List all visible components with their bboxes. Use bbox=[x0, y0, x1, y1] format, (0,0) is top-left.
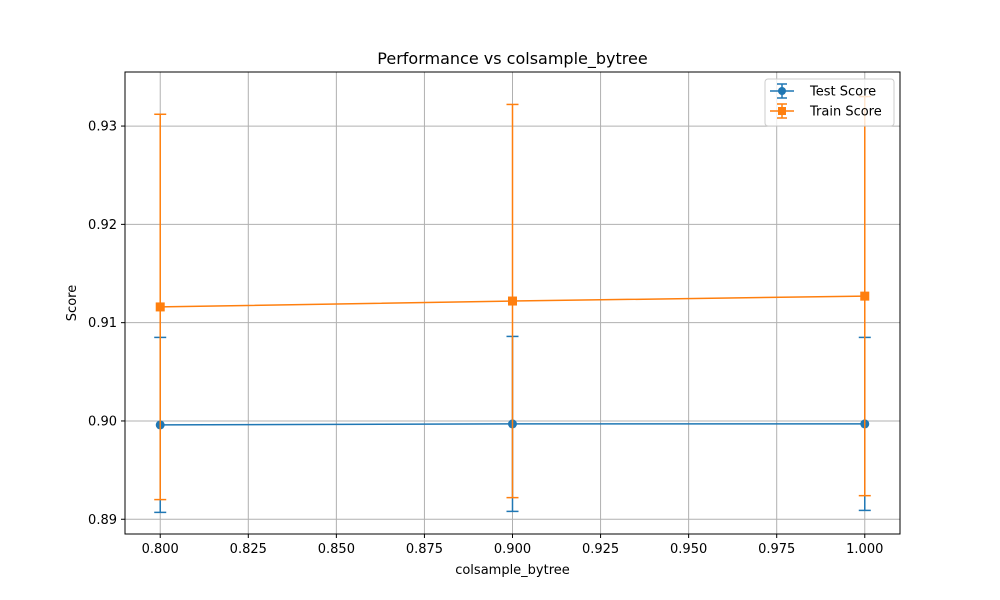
series-train-score bbox=[154, 95, 871, 501]
chart-title: Performance vs colsample_bytree bbox=[377, 49, 647, 69]
legend: Test Score Train Score bbox=[764, 78, 895, 127]
legend-frame bbox=[764, 78, 895, 127]
y-tick-label: 0.89 bbox=[88, 513, 117, 528]
y-tick-label: 0.91 bbox=[88, 316, 117, 331]
legend-marker bbox=[778, 87, 786, 95]
y-tick-label: 0.90 bbox=[88, 414, 117, 429]
data-point bbox=[508, 296, 517, 306]
y-tick-label: 0.92 bbox=[88, 218, 117, 233]
x-tick-label: 0.975 bbox=[758, 542, 795, 557]
x-tick-label: 0.800 bbox=[142, 542, 179, 557]
legend-marker bbox=[778, 107, 786, 115]
y-axis-ticks: 0.89 0.90 0.91 0.92 0.93 bbox=[88, 120, 125, 528]
plot-series bbox=[154, 95, 871, 514]
data-point bbox=[155, 302, 165, 312]
x-tick-label: 0.825 bbox=[230, 542, 267, 557]
x-tick-label: 0.925 bbox=[582, 542, 619, 557]
x-tick-label: 0.950 bbox=[670, 542, 707, 557]
legend-entry: Test Score bbox=[770, 83, 876, 100]
x-tick-label: 1.000 bbox=[846, 542, 883, 557]
legend-label: Train Score bbox=[809, 105, 882, 120]
x-tick-label: 0.850 bbox=[318, 542, 355, 557]
legend-label: Test Score bbox=[809, 85, 876, 100]
data-point bbox=[860, 291, 870, 301]
x-tick-label: 0.875 bbox=[406, 542, 443, 557]
x-axis-label: colsample_bytree bbox=[455, 563, 570, 578]
y-tick-label: 0.93 bbox=[88, 120, 117, 135]
x-tick-label: 0.900 bbox=[494, 542, 531, 557]
legend-entry: Train Score bbox=[770, 103, 882, 120]
y-axis-label: Score bbox=[65, 285, 80, 321]
x-axis-ticks: 0.800 0.825 0.850 0.875 0.900 0.925 0.950 0.975… bbox=[142, 534, 883, 557]
